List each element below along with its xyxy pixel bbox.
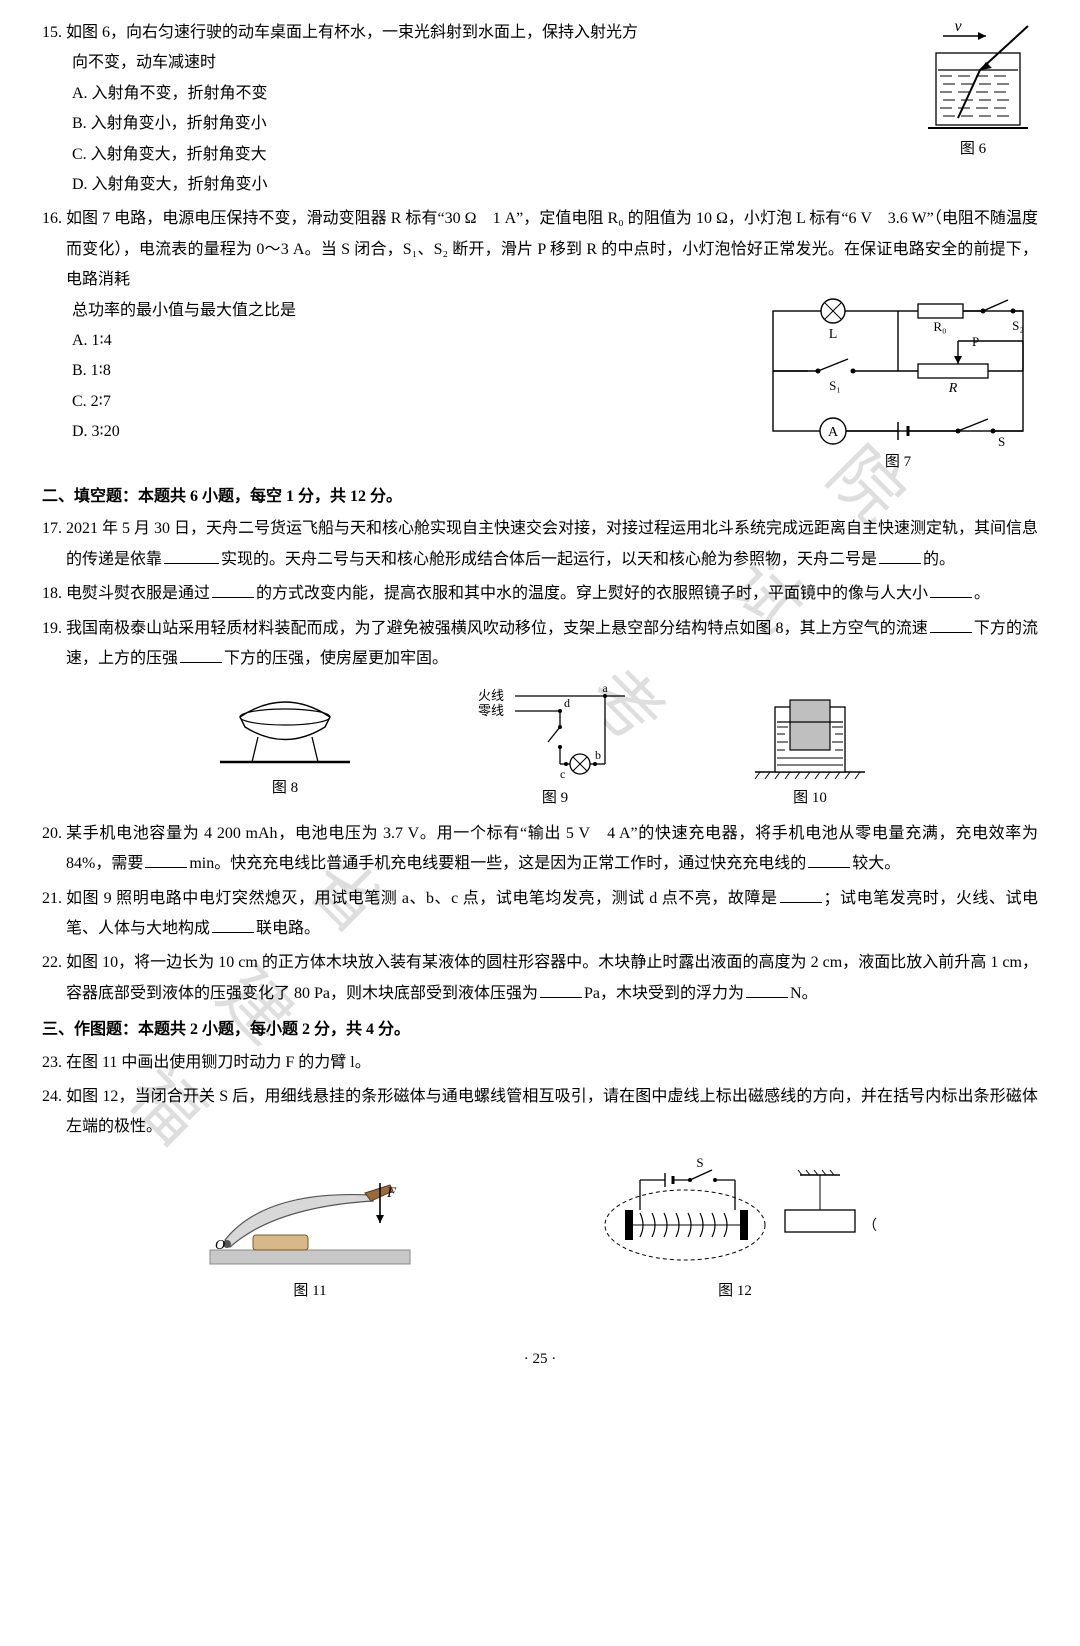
svg-text:R: R (948, 381, 958, 396)
question-17: 17. 2021 年 5 月 30 日，天舟二号货运飞船与天和核心舱实现自主快速… (42, 514, 1038, 575)
figure-9-caption: 图 9 (470, 784, 640, 813)
question-19: 19. 我国南极泰山站采用轻质材料装配而成，为了避免被强横风吹动移位，支架上悬空… (42, 614, 1038, 675)
question-24: 24. 如图 12，当闭合开关 S 后，用细线悬挂的条形磁体与通电螺线管相互吸引… (42, 1082, 1038, 1143)
svg-text:火线: 火线 (478, 688, 504, 703)
svg-text:a: a (602, 682, 608, 695)
figure-7-caption: 图 7 (758, 448, 1038, 477)
blank (540, 980, 582, 998)
question-16: 16. 如图 7 电路，电源电压保持不变，滑动变阻器 R 标有“30 Ω 1 A… (42, 204, 1038, 476)
section-2-heading: 二、填空题：本题共 6 小题，每空 1 分，共 12 分。 (42, 482, 1038, 512)
figure-12-caption: 图 12 (585, 1277, 885, 1306)
figure-6-caption: 图 6 (908, 135, 1038, 164)
q15-stem-a: 如图 6，向右匀速行驶的动车桌面上有杯水，一束光斜射到水面上，保持入射光方 (66, 18, 898, 48)
question-23: 23. 在图 11 中画出使用铡刀时动力 F 的力臂 l。 (42, 1048, 1038, 1078)
q22-number: 22. (42, 948, 62, 978)
q20-number: 20. (42, 819, 62, 849)
blank (145, 851, 187, 869)
section-3-heading: 三、作图题：本题共 2 小题，每小题 2 分，共 4 分。 (42, 1015, 1038, 1045)
q17-text: 2021 年 5 月 30 日，天舟二号货运飞船与天和核心舱实现自主快速交会对接… (66, 514, 1038, 575)
svg-text:S: S (998, 434, 1005, 446)
figures-11-12: O F 图 11 S (42, 1155, 1038, 1306)
figures-8-9-10: 图 8 火线 零线 a d (42, 682, 1038, 813)
blank (879, 546, 921, 564)
blank (180, 645, 222, 663)
q16-option-c: C. 2∶7 (72, 387, 748, 417)
q19-number: 19. (42, 614, 62, 644)
q24-text: 如图 12，当闭合开关 S 后，用细线悬挂的条形磁体与通电螺线管相互吸引，请在图… (66, 1082, 1038, 1143)
figure-10-caption: 图 10 (750, 784, 870, 813)
q24-number: 24. (42, 1082, 62, 1112)
svg-text:A: A (828, 425, 839, 440)
q15-option-c: C. 入射角变大，折射角变大 (72, 140, 898, 170)
question-20: 20. 某手机电池容量为 4 200 mAh，电池电压为 3.7 V。用一个标有… (42, 819, 1038, 880)
q15-option-b: B. 入射角变小，折射角变小 (72, 109, 898, 139)
svg-text:R₀: R₀ (933, 319, 946, 334)
blank (930, 615, 972, 633)
blank (212, 581, 254, 599)
svg-text:F: F (386, 1185, 397, 1201)
blank (930, 581, 972, 599)
svg-text:P: P (972, 334, 979, 349)
q16-stem2: 总功率的最小值与最大值之比是 (72, 296, 748, 326)
figure-9: 火线 零线 a d c b (470, 682, 640, 813)
q21-number: 21. (42, 884, 62, 914)
svg-text:S₁: S₁ (829, 378, 841, 393)
figure-11-caption: 图 11 (195, 1277, 425, 1306)
q16-stem: 如图 7 电路，电源电压保持不变，滑动变阻器 R 标有“30 Ω 1 A”，定值… (66, 204, 1038, 295)
blank (780, 885, 822, 903)
q22-text: 如图 10，将一边长为 10 cm 的正方体木块放入装有某液体的圆柱形容器中。木… (66, 948, 1038, 1009)
q15-number: 15. (42, 18, 62, 48)
svg-text:d: d (564, 696, 570, 710)
question-21: 21. 如图 9 照明电路中电灯突然熄灭，用试电笔测 a、b、c 点，试电笔均发… (42, 884, 1038, 945)
figure-8-caption: 图 8 (210, 774, 360, 803)
svg-text:v: v (954, 18, 962, 35)
figure-11: O F 图 11 (195, 1155, 425, 1306)
q16-number: 16. (42, 204, 62, 234)
blank (212, 915, 254, 933)
q16-option-d: D. 3∶20 (72, 417, 748, 447)
svg-text:O: O (215, 1238, 225, 1253)
svg-text:b: b (595, 748, 601, 762)
svg-text:S: S (696, 1155, 703, 1170)
q15-option-a: A. 入射角不变，折射角不变 (72, 79, 898, 109)
question-18: 18. 电熨斗熨衣服是通过的方式改变内能，提高衣服和其中水的温度。穿上熨好的衣服… (42, 579, 1038, 609)
svg-text:S₂: S₂ (1012, 318, 1024, 333)
page-number: · 25 · (42, 1345, 1038, 1374)
blank (808, 851, 850, 869)
q17-number: 17. (42, 514, 62, 544)
figure-12: S （ ） 图 12 (585, 1155, 885, 1306)
svg-text:L: L (829, 327, 838, 342)
q19-text: 我国南极泰山站采用轻质材料装配而成，为了避免被强横风吹动移位，支架上悬空部分结构… (66, 614, 1038, 675)
q15-stem-b: 向不变，动车减速时 (72, 48, 898, 78)
blank (164, 546, 219, 564)
q23-text: 在图 11 中画出使用铡刀时动力 F 的力臂 l。 (66, 1048, 1038, 1078)
svg-text:零线: 零线 (478, 703, 504, 718)
figure-10: 图 10 (750, 682, 870, 813)
svg-text:（ ）: （ ） (863, 1218, 885, 1234)
svg-text:c: c (560, 767, 565, 781)
q20-text: 某手机电池容量为 4 200 mAh，电池电压为 3.7 V。用一个标有“输出 … (66, 819, 1038, 880)
q23-number: 23. (42, 1048, 62, 1078)
q18-number: 18. (42, 579, 62, 609)
question-15: 15. 如图 6，向右匀速行驶的动车桌面上有杯水，一束光斜射到水面上，保持入射光… (42, 18, 1038, 200)
q16-option-b: B. 1∶8 (72, 356, 748, 386)
blank (746, 980, 788, 998)
q18-text: 电熨斗熨衣服是通过的方式改变内能，提高衣服和其中水的温度。穿上熨好的衣服照镜子时… (66, 579, 1038, 609)
question-22: 22. 如图 10，将一边长为 10 cm 的正方体木块放入装有某液体的圆柱形容… (42, 948, 1038, 1009)
q15-option-d: D. 入射角变大，折射角变小 (72, 170, 898, 200)
figure-7: L R₀ S₂ (758, 296, 1038, 477)
q16-option-a: A. 1∶4 (72, 326, 748, 356)
q21-text: 如图 9 照明电路中电灯突然熄灭，用试电笔测 a、b、c 点，试电笔均发亮，测试… (66, 884, 1038, 945)
figure-6: v 图 6 (908, 18, 1038, 164)
figure-8: 图 8 (210, 682, 360, 813)
